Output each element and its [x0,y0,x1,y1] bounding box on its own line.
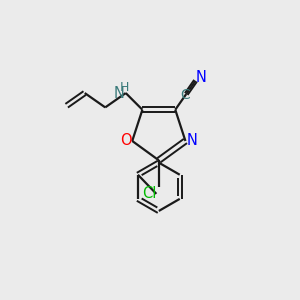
Text: N: N [187,134,197,148]
Text: N: N [195,70,206,85]
Text: H: H [120,81,129,94]
Text: O: O [120,134,132,148]
Text: Cl: Cl [142,186,156,201]
Text: N: N [114,85,125,100]
Text: C: C [180,88,190,102]
